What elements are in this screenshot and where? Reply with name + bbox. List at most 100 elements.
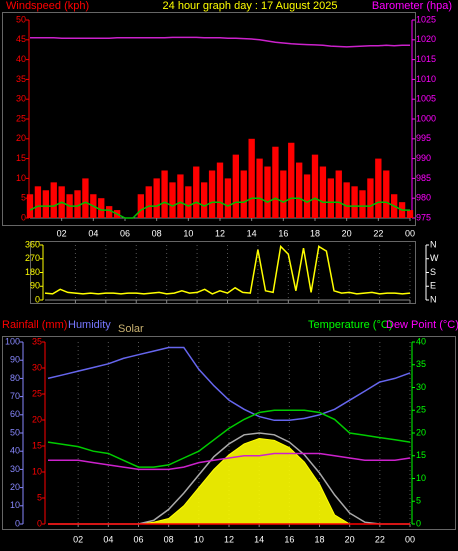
y-tick-label: 180: [25, 267, 40, 277]
y-tick-label: 50: [16, 14, 26, 24]
y-tick-label: 10: [10, 500, 20, 510]
y-tick-label: 0: [35, 294, 40, 304]
x-tick-label: 02: [73, 534, 83, 544]
series-line: [44, 244, 411, 295]
wind-bar: [296, 162, 303, 218]
y2-tick-label: N: [430, 239, 437, 249]
y-tick-label: 25: [16, 113, 26, 123]
y2-tick-label: 30: [416, 382, 426, 392]
y2-tick-label: 1000: [416, 113, 436, 123]
wind-bar: [367, 178, 374, 218]
wind-bar: [193, 166, 200, 218]
wind-bar: [303, 174, 311, 218]
wind-bar: [177, 174, 184, 218]
wind-bar: [153, 178, 160, 218]
y3-tick-label: 5: [37, 492, 42, 502]
wind-bar: [216, 162, 224, 218]
y2-tick-label: N: [430, 294, 437, 304]
x-tick-label: 16: [284, 534, 294, 544]
wind-bar: [406, 210, 414, 218]
wind-bar: [74, 190, 81, 218]
y2-tick-label: 1005: [416, 94, 436, 104]
wind-bar: [256, 158, 263, 218]
y2-tick-label: 5: [416, 496, 421, 506]
axis-label: Temperature (°C): [308, 319, 392, 331]
wind-bar: [327, 178, 334, 218]
y3-tick-label: 20: [32, 414, 42, 424]
x-tick-label: 18: [314, 534, 324, 544]
x-tick-label: 20: [345, 534, 355, 544]
y-tick-label: 50: [10, 427, 20, 437]
y2-tick-label: 10: [416, 473, 426, 483]
y2-tick-label: 995: [416, 133, 431, 143]
wind-bar: [375, 158, 382, 218]
y2-tick-label: 1010: [416, 74, 436, 84]
y-tick-label: 0: [21, 212, 26, 222]
wind-bar: [42, 190, 49, 218]
x-tick-label: 06: [133, 534, 143, 544]
y2-tick-label: 990: [416, 153, 431, 163]
y2-tick-label: 35: [416, 359, 426, 369]
wind-bar: [280, 170, 287, 218]
wind-bar: [319, 166, 327, 218]
y2-tick-label: 0: [416, 518, 421, 528]
y-tick-label: 5: [21, 193, 26, 203]
y3-tick-label: 10: [32, 466, 42, 476]
y2-tick-label: 985: [416, 173, 431, 183]
x-tick-label: 08: [164, 534, 174, 544]
wind-bar: [240, 170, 247, 218]
y2-tick-label: W: [430, 253, 439, 263]
y2-tick-label: 1025: [416, 14, 436, 24]
x-tick-label: 00: [405, 534, 415, 544]
x-tick-label: 16: [278, 228, 288, 238]
axis-label: Windspeed (kph): [6, 0, 89, 12]
wind-bar: [208, 170, 216, 218]
axis-label: Dew Point (°C): [386, 319, 458, 331]
x-tick-label: 04: [88, 228, 98, 238]
series-line: [48, 452, 411, 471]
x-tick-label: 22: [375, 534, 385, 544]
y3-tick-label: 25: [32, 388, 42, 398]
y2-tick-label: 975: [416, 212, 431, 222]
wind-bar: [351, 186, 358, 218]
x-tick-label: 08: [152, 228, 162, 238]
y-tick-label: 60: [10, 409, 20, 419]
series-line: [47, 409, 411, 468]
y-tick-label: 0: [15, 518, 20, 528]
y-tick-label: 20: [10, 482, 20, 492]
wind-bar: [264, 166, 271, 218]
axis-label: Rainfall (mm): [2, 319, 67, 331]
wind-bar: [343, 182, 350, 218]
x-tick-label: 10: [194, 534, 204, 544]
wind-bar: [137, 194, 144, 218]
wind-bar: [288, 142, 295, 218]
wind-bar: [248, 138, 255, 218]
y-tick-label: 100: [5, 336, 20, 346]
y-tick-label: 40: [10, 446, 20, 456]
wind-bar: [272, 146, 279, 218]
wind-bar: [311, 154, 319, 218]
x-tick-label: 06: [120, 228, 130, 238]
x-tick-label: 22: [373, 228, 383, 238]
wind-bar: [26, 194, 34, 218]
series-line: [47, 346, 411, 422]
y-tick-label: 15: [16, 153, 26, 163]
axis-label: Solar: [118, 323, 144, 335]
wind-bar: [232, 154, 239, 218]
axis-label: Humidity: [68, 319, 111, 331]
y-tick-label: 45: [16, 34, 26, 44]
wind-bar: [169, 182, 176, 218]
series-line: [30, 36, 410, 48]
panel-frame: [30, 241, 416, 304]
wind-bar: [185, 186, 192, 218]
y2-tick-label: 1015: [416, 54, 436, 64]
x-tick-label: 02: [57, 228, 67, 238]
x-tick-label: 14: [247, 228, 257, 238]
x-tick-label: 12: [215, 228, 225, 238]
x-tick-label: 12: [224, 534, 234, 544]
wind-bar: [82, 178, 89, 218]
y-tick-label: 90: [30, 281, 40, 291]
axis-label: Barometer (hpa): [372, 0, 452, 12]
panel-frame: [2, 336, 456, 530]
x-tick-label: 10: [183, 228, 193, 238]
